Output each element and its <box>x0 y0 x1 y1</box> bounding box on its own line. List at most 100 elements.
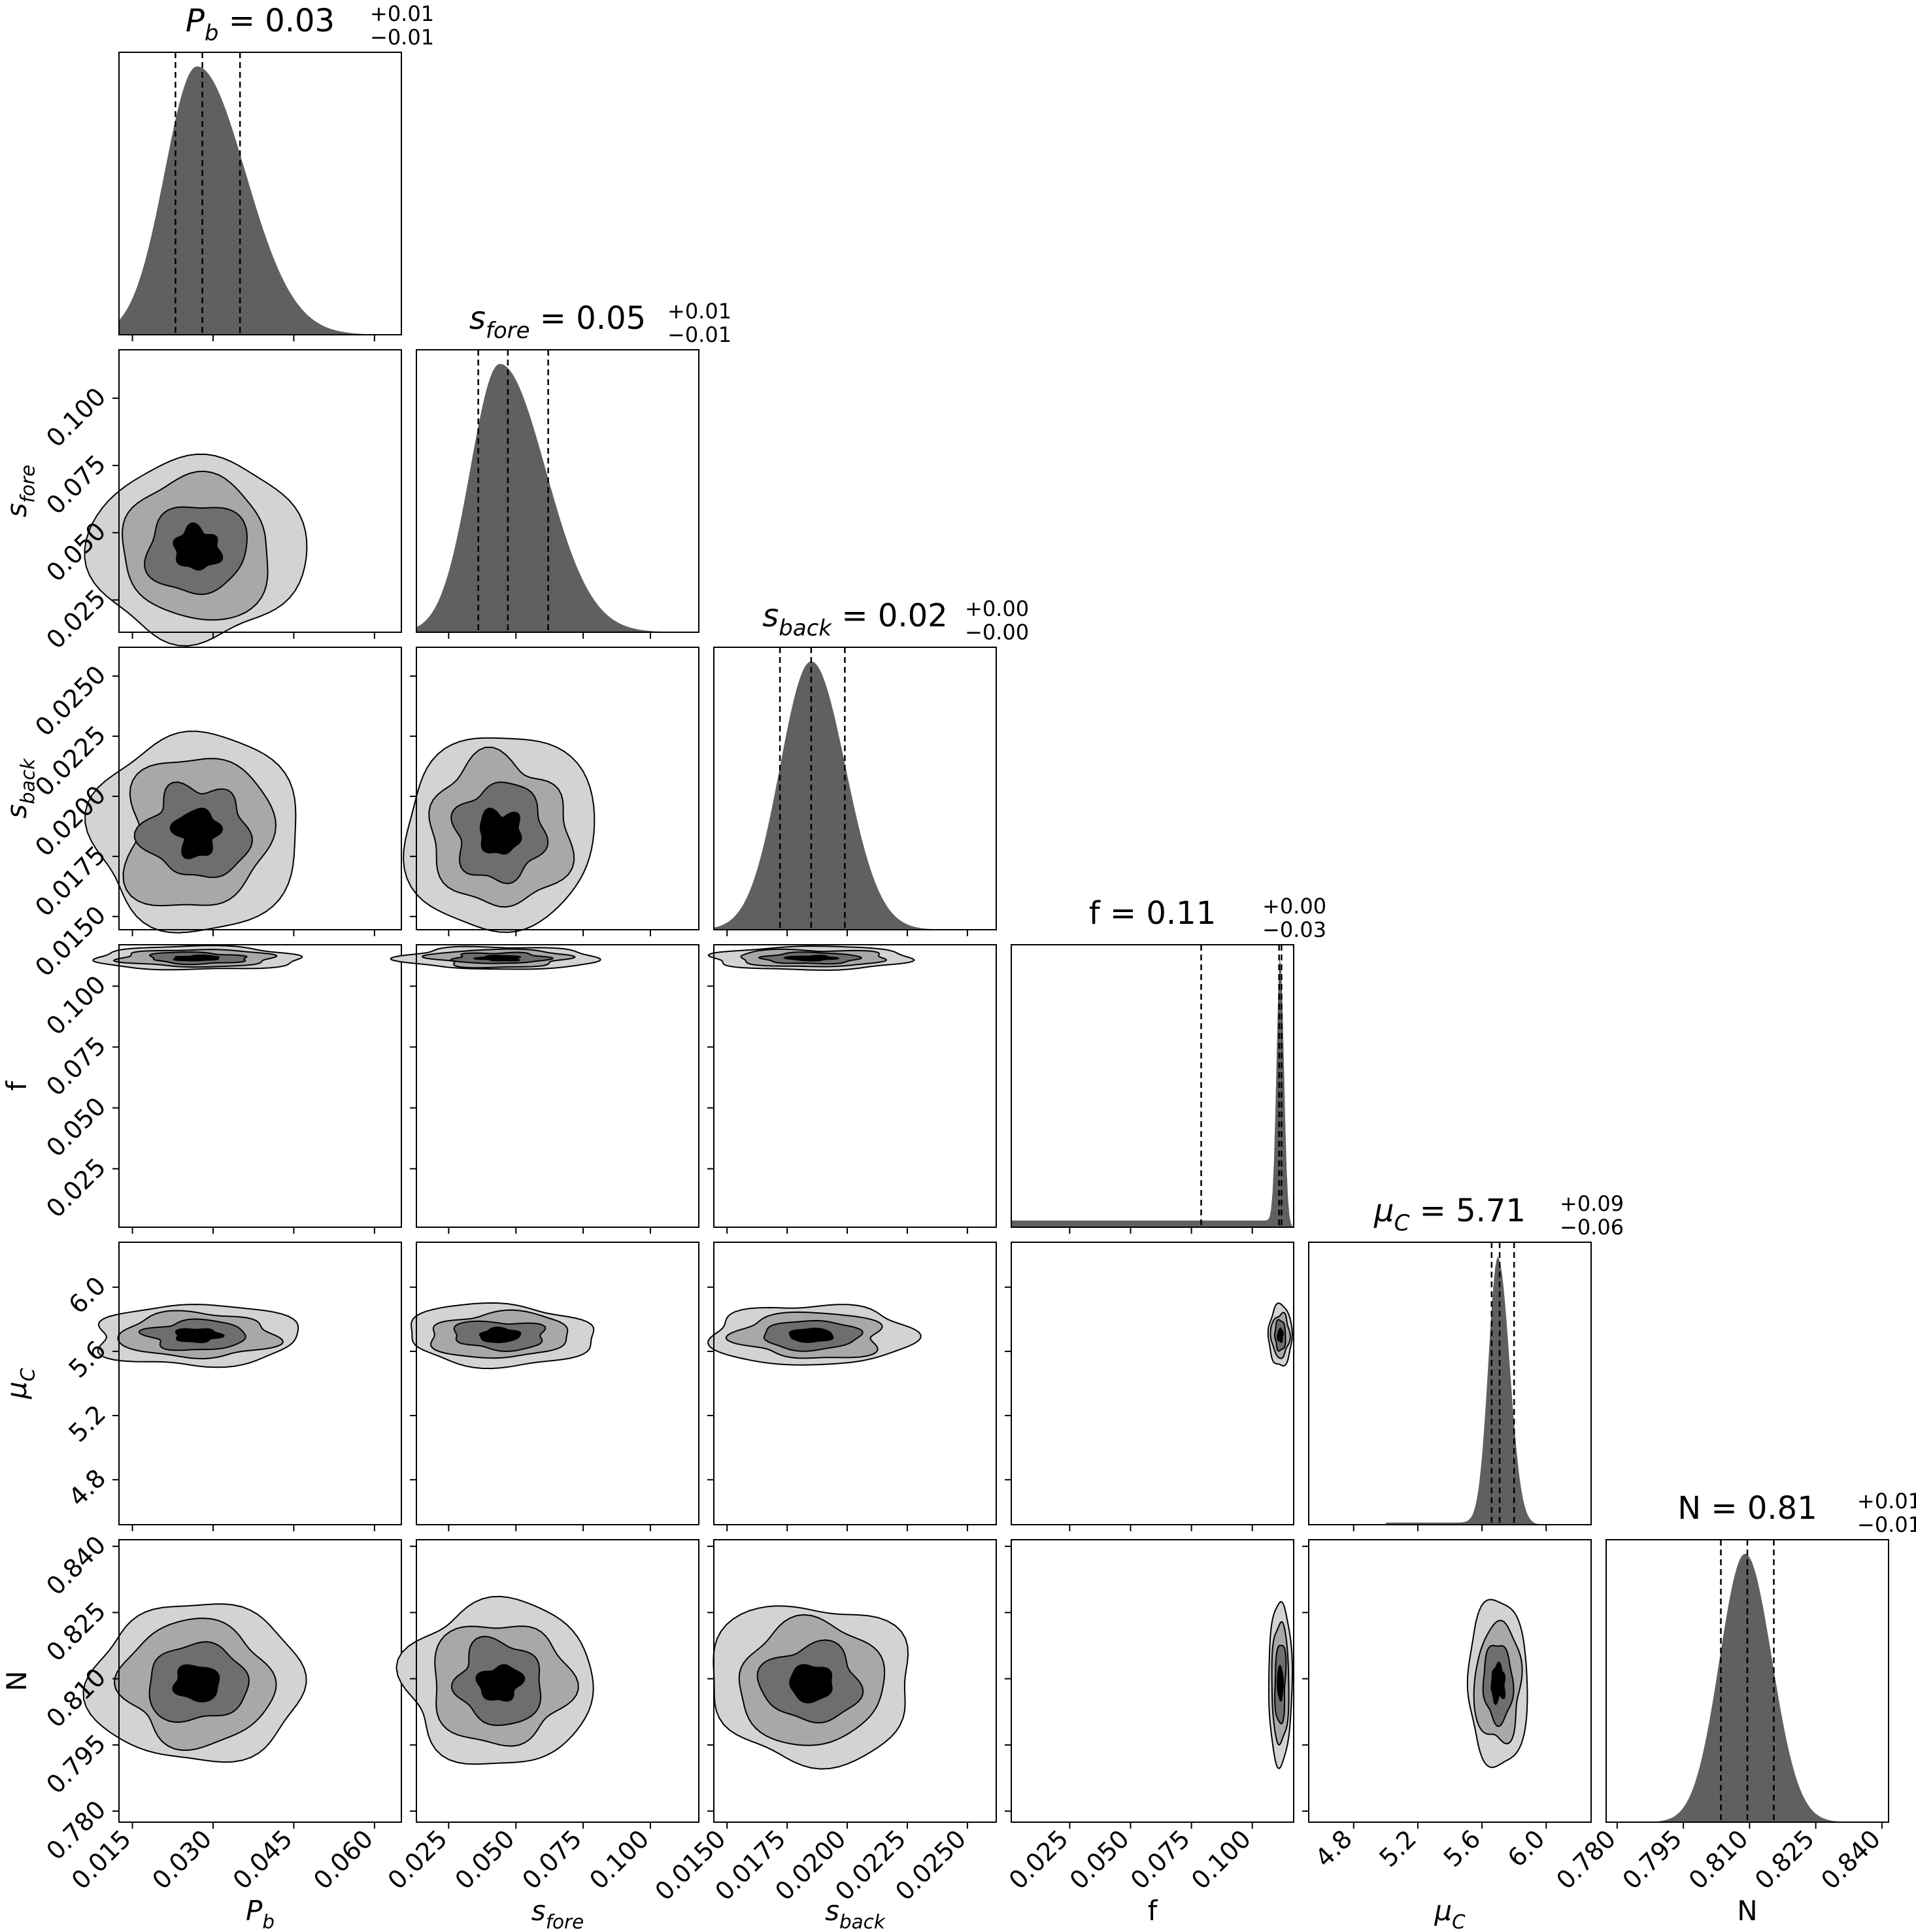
panel-frame <box>118 944 402 1228</box>
muc-xtick-label: 5.2 <box>1373 1824 1422 1873</box>
panel-frame <box>416 944 699 1228</box>
n-xaxis-label: N <box>1737 1895 1757 1927</box>
panel-frame <box>118 647 402 930</box>
f-xtick-label: 0.025 <box>1003 1824 1074 1895</box>
f-ytick-label: 0.075 <box>41 1031 111 1102</box>
panel-muc-sback-contour-level-4 <box>788 1327 834 1344</box>
sfore-yaxis-label: sfore <box>1 465 39 517</box>
panel-muc-sfore-contour-level-4 <box>479 1326 522 1344</box>
panel-frame <box>118 52 402 335</box>
n-ytick-label: 0.840 <box>41 1530 111 1601</box>
muc-yaxis-label: μC <box>1 1368 39 1400</box>
panel-frame <box>1308 1242 1592 1525</box>
f-ytick-label: 0.050 <box>41 1092 111 1162</box>
f-xaxis-label: f <box>1148 1895 1158 1927</box>
panel-sfore-pb-contour-level-4 <box>173 522 224 571</box>
f-yaxis-label: f <box>1 1080 33 1091</box>
panel-muc-pb-contour-level-4 <box>175 1328 225 1344</box>
panel-sback-sfore-contour-level-4 <box>479 807 522 855</box>
panel-f-sback <box>707 944 997 1234</box>
muc-xtick-label: 6.0 <box>1502 1824 1551 1873</box>
sback-title-lower-error: −0.00 <box>965 620 1029 645</box>
muc-xaxis-label: μC <box>1434 1895 1466 1932</box>
f-ytick-label: 0.025 <box>41 1153 111 1223</box>
sback-xaxis-label: sback <box>825 1895 886 1932</box>
panel-frame <box>713 647 997 930</box>
panel-f-sfore <box>390 944 699 1234</box>
panel-n-sback-contour-level-4 <box>789 1664 833 1704</box>
n-yaxis-label: N <box>1 1670 33 1691</box>
pb-xtick-label: 0.030 <box>146 1824 217 1895</box>
panel-frame <box>1308 1539 1592 1823</box>
panel-frame <box>713 1242 997 1525</box>
f-xtick-label: 0.100 <box>1186 1824 1256 1895</box>
muc-ytick-label: 5.2 <box>63 1399 112 1448</box>
panel-f-f: f = 0.11 +0.00−0.03 <box>1011 894 1326 1234</box>
panel-n-sfore-contour-level-4 <box>475 1664 526 1702</box>
panel-frame <box>416 647 699 930</box>
panel-n-pb: 0.015 0.030 0.045 0.0600.7800.7950.8100.825… <box>41 1530 402 1895</box>
panel-frame <box>416 1242 699 1525</box>
panel-muc-pb: 4.85.25.66.0 <box>63 1242 402 1531</box>
f-title: f = 0.11 <box>1089 895 1217 932</box>
sfore-xtick-label: 0.100 <box>584 1824 654 1895</box>
f-histogram <box>1011 958 1294 1227</box>
sback-title: sback = 0.02 <box>762 598 947 641</box>
n-title-lower-error: −0.01 <box>1857 1512 1916 1537</box>
n-title: N = 0.81 <box>1677 1490 1817 1527</box>
f-xtick-label: 0.050 <box>1064 1824 1135 1895</box>
panel-frame <box>118 1242 402 1525</box>
sback-yaxis-label: sback <box>1 758 39 819</box>
muc-ytick-label: 6.0 <box>63 1271 112 1319</box>
sback-title-upper-error: +0.00 <box>965 596 1029 621</box>
f-title-upper-error: +0.00 <box>1262 894 1326 919</box>
panel-sback-pb-contour-level-4 <box>169 807 224 860</box>
muc-title: μC = 5.71 <box>1373 1193 1526 1236</box>
panel-frame <box>1011 1242 1294 1525</box>
sfore-title-upper-error: +0.01 <box>667 299 731 324</box>
panel-frame <box>713 944 997 1228</box>
muc-xtick-label: 5.6 <box>1438 1824 1487 1873</box>
muc-ytick-label: 4.8 <box>63 1464 112 1512</box>
pb-title: Pb = 0.03 <box>186 3 335 46</box>
panel-f-sfore-contour-level-4 <box>473 955 522 962</box>
sfore-xaxis-label: sfore <box>531 1895 584 1932</box>
pb-xtick-label: 0.060 <box>308 1824 378 1895</box>
f-title-lower-error: −0.03 <box>1262 917 1326 942</box>
panel-frame <box>118 349 402 633</box>
n-xtick-label: 0.780 <box>1551 1824 1621 1895</box>
panel-pb-pb: Pb = 0.03 +0.01−0.01 <box>118 1 434 341</box>
sfore-xtick-label: 0.025 <box>382 1824 453 1895</box>
panel-frame <box>416 349 699 633</box>
panel-n-n: N = 0.81 +0.01−0.01 0.7800.7950.8100.8250.… <box>1551 1489 1916 1895</box>
panel-muc-muc: μC = 5.71 +0.09−0.06 <box>1308 1191 1624 1531</box>
sfore-ytick-label: 0.025 <box>41 584 111 654</box>
pb-histogram <box>119 66 401 335</box>
muc-histogram <box>1309 1256 1591 1525</box>
panel-sfore-sfore: sfore = 0.05 +0.01−0.01 <box>416 299 731 639</box>
panel-n-muc-contour-level-4 <box>1490 1661 1506 1705</box>
panel-muc-f <box>1005 1242 1294 1531</box>
sfore-ytick-label: 0.100 <box>41 382 111 452</box>
n-xtick-label: 0.810 <box>1683 1824 1754 1895</box>
panel-sback-sfore <box>403 647 699 936</box>
n-xtick-label: 0.795 <box>1617 1824 1687 1895</box>
muc-title-upper-error: +0.09 <box>1560 1191 1624 1216</box>
sback-histogram <box>714 661 996 930</box>
panel-muc-sfore <box>410 1242 699 1531</box>
sfore-histogram <box>416 364 699 632</box>
panel-muc-f-contour-level-4 <box>1277 1327 1284 1344</box>
panel-n-muc: 4.8 5.2 5.6 6.0 <box>1302 1539 1592 1873</box>
f-xtick-label: 0.075 <box>1125 1824 1196 1895</box>
panel-frame <box>1011 1539 1294 1823</box>
panel-f-sback-contour-level-4 <box>783 955 840 962</box>
pb-title-lower-error: −0.01 <box>370 25 434 50</box>
panel-muc-sback <box>707 1242 997 1531</box>
